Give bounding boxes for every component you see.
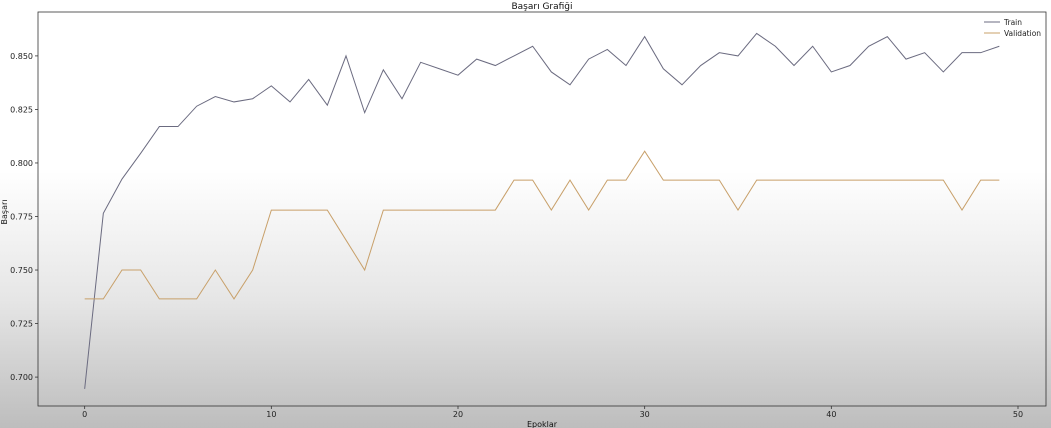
y-axis-label: Başarı (0, 200, 9, 225)
chart-title: Başarı Grafiği (511, 2, 572, 12)
legend-label: Train (1003, 18, 1022, 27)
y-axis: 0.700 0.725 0.750 0.775 0.800 0.825 0.850 (10, 52, 38, 382)
legend: Train Validation (984, 18, 1041, 38)
x-tick-label: 50 (1013, 410, 1023, 419)
y-tick-label: 0.775 (10, 212, 33, 221)
y-tick-label: 0.850 (10, 52, 33, 61)
series-line-train (84, 32, 1000, 389)
series-line-validation (84, 150, 1000, 300)
legend-item-validation: Validation (984, 29, 1041, 38)
y-tick-label: 0.700 (10, 373, 33, 382)
x-axis: 0 10 20 30 40 50 (82, 406, 1023, 419)
y-tick-label: 0.750 (10, 266, 33, 275)
x-tick-label: 10 (266, 410, 276, 419)
x-tick-label: 20 (453, 410, 463, 419)
x-tick-label: 30 (640, 410, 650, 419)
legend-label: Validation (1004, 29, 1041, 38)
plot-area (84, 32, 1000, 389)
y-tick-label: 0.825 (10, 105, 33, 114)
plot-frame (37, 11, 1047, 407)
x-tick-label: 0 (82, 410, 87, 419)
y-tick-label: 0.800 (10, 159, 33, 168)
x-tick-label: 40 (826, 410, 836, 419)
legend-item-train: Train (984, 18, 1022, 27)
y-tick-label: 0.725 (10, 320, 33, 329)
x-axis-label: Epoklar (527, 420, 558, 428)
